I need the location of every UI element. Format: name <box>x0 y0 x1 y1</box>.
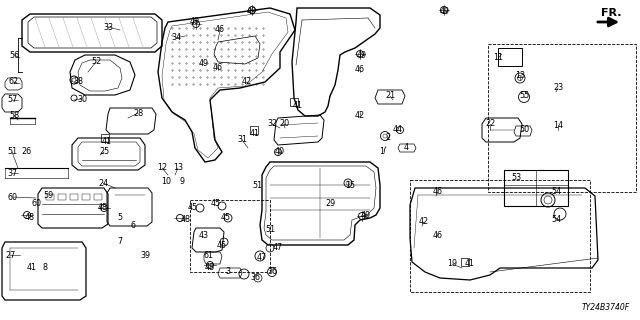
Text: 49: 49 <box>440 7 450 17</box>
Text: 55: 55 <box>519 92 529 100</box>
Text: 24: 24 <box>98 179 108 188</box>
Text: 11: 11 <box>493 53 503 62</box>
Text: 29: 29 <box>325 198 335 207</box>
Text: 36: 36 <box>267 267 277 276</box>
Text: 49: 49 <box>361 212 371 220</box>
Text: 49: 49 <box>357 51 367 60</box>
Text: 54: 54 <box>551 215 561 225</box>
Text: 41: 41 <box>102 138 112 147</box>
Text: 31: 31 <box>237 135 247 145</box>
Text: 54: 54 <box>551 188 561 196</box>
Text: 49: 49 <box>247 7 257 17</box>
Text: 39: 39 <box>140 252 150 260</box>
Text: 46: 46 <box>433 230 443 239</box>
Text: 50: 50 <box>519 125 529 134</box>
Text: 25: 25 <box>99 148 109 156</box>
Text: 1: 1 <box>380 148 385 156</box>
Text: 51: 51 <box>265 225 275 234</box>
Text: 56: 56 <box>9 51 19 60</box>
Text: 28: 28 <box>133 108 143 117</box>
Text: 48: 48 <box>205 263 215 273</box>
Text: FR.: FR. <box>601 8 621 18</box>
Text: 44: 44 <box>393 125 403 134</box>
Text: 52: 52 <box>91 58 101 67</box>
Text: 2: 2 <box>385 133 390 142</box>
Text: 3: 3 <box>225 268 230 276</box>
Text: 34: 34 <box>171 34 181 43</box>
Text: 49: 49 <box>199 60 209 68</box>
Text: 57: 57 <box>7 95 17 105</box>
Text: 26: 26 <box>21 148 31 156</box>
Text: 10: 10 <box>161 178 171 187</box>
Text: 41: 41 <box>27 262 37 271</box>
Text: 48: 48 <box>25 213 35 222</box>
Text: 45: 45 <box>221 213 231 222</box>
Text: 40: 40 <box>275 148 285 156</box>
Text: 5: 5 <box>117 213 123 222</box>
Text: 30: 30 <box>77 94 87 103</box>
Text: 62: 62 <box>9 77 19 86</box>
Text: 13: 13 <box>173 164 183 172</box>
Text: 59: 59 <box>43 191 53 201</box>
Text: 6: 6 <box>131 221 136 230</box>
Text: 41: 41 <box>465 260 475 268</box>
Text: 41: 41 <box>250 130 260 139</box>
Text: 46: 46 <box>213 62 223 71</box>
Text: 32: 32 <box>267 119 277 129</box>
Text: 43: 43 <box>199 230 209 239</box>
Text: 9: 9 <box>179 178 184 187</box>
Text: 36: 36 <box>250 274 260 283</box>
Text: 23: 23 <box>553 84 563 92</box>
Text: 60: 60 <box>31 198 41 207</box>
Text: 41: 41 <box>293 100 303 109</box>
Text: 47: 47 <box>273 244 283 252</box>
Text: 58: 58 <box>9 110 19 119</box>
Text: 49: 49 <box>190 18 200 27</box>
Text: 48: 48 <box>98 203 108 212</box>
Text: 53: 53 <box>511 173 521 182</box>
Text: 45: 45 <box>217 241 227 250</box>
Text: 37: 37 <box>7 169 17 178</box>
Text: 42: 42 <box>242 77 252 86</box>
Text: 46: 46 <box>433 188 443 196</box>
Text: 13: 13 <box>515 71 525 81</box>
Text: 19: 19 <box>447 260 457 268</box>
Text: 22: 22 <box>485 119 495 129</box>
Text: 27: 27 <box>5 251 15 260</box>
Text: TY24B3740F: TY24B3740F <box>582 303 630 312</box>
Text: 45: 45 <box>188 204 198 212</box>
Text: 42: 42 <box>355 110 365 119</box>
Text: 46: 46 <box>355 66 365 75</box>
Text: 15: 15 <box>345 180 355 189</box>
Text: 33: 33 <box>103 22 113 31</box>
Text: 60: 60 <box>7 193 17 202</box>
Text: 12: 12 <box>157 164 167 172</box>
Text: 42: 42 <box>419 218 429 227</box>
Text: 14: 14 <box>553 121 563 130</box>
Text: 47: 47 <box>257 252 267 261</box>
Text: 45: 45 <box>211 199 221 209</box>
Text: 51: 51 <box>252 180 262 189</box>
Text: 38: 38 <box>73 77 83 86</box>
Text: 46: 46 <box>215 26 225 35</box>
Text: 51: 51 <box>7 148 17 156</box>
Text: 4: 4 <box>403 143 408 153</box>
Text: 21: 21 <box>385 92 395 100</box>
Text: 61: 61 <box>203 252 213 260</box>
Text: 20: 20 <box>279 119 289 129</box>
Text: 48: 48 <box>181 215 191 225</box>
Text: 7: 7 <box>117 237 123 246</box>
Text: 8: 8 <box>42 262 47 271</box>
